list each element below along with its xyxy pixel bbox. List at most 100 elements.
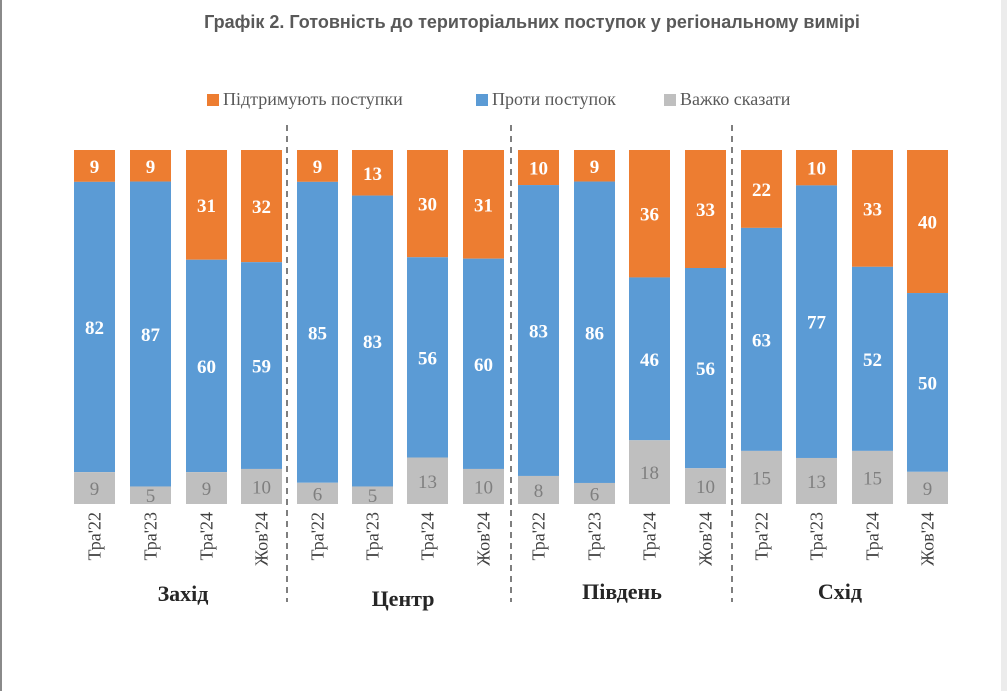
group-label-2: Центр [372,586,435,611]
bar-3-3 [186,472,227,504]
data-label-1-6: 13 [363,164,382,185]
category-label-14: Тра'23 [807,512,827,561]
data-label-1-10: 9 [590,157,600,178]
data-label-2-11: 46 [640,350,659,371]
data-label-3-7: 13 [418,472,437,493]
bar-2-11 [629,277,670,441]
right-border [1001,0,1007,691]
data-label-1-15: 33 [863,199,882,220]
category-label-16: Жов'24 [918,512,938,566]
data-label-1-12: 33 [696,200,715,221]
data-label-1-7: 30 [418,195,437,216]
data-label-3-2: 5 [146,486,156,507]
data-label-2-7: 56 [418,348,437,369]
bar-3-5 [297,482,338,504]
category-label-13: Тра'22 [752,512,772,561]
bar-2-13 [741,227,782,451]
category-label-9: Тра'22 [529,512,549,561]
bar-2-7 [407,257,448,458]
data-label-1-9: 10 [529,159,548,180]
category-label-8: Жов'24 [474,512,494,566]
data-label-3-5: 6 [313,484,323,505]
data-label-2-10: 86 [585,323,604,344]
legend-swatch-1 [207,94,219,106]
data-label-1-8: 31 [474,195,493,216]
data-label-3-6: 5 [368,486,378,507]
bar-1-2 [130,150,171,182]
bar-3-16 [907,471,948,504]
bar-1-11 [629,150,670,278]
bar-1-14 [796,150,837,186]
legend-label-1: Підтримують поступки [223,89,403,109]
bar-1-5 [297,150,338,182]
category-label-7: Тра'24 [418,512,438,561]
data-label-1-14: 10 [807,159,826,180]
bar-1-13 [741,150,782,228]
bar-3-4 [241,468,282,504]
legend-label-2: Проти поступок [492,89,616,109]
bar-1-7 [407,150,448,258]
data-label-3-15: 15 [863,468,882,489]
data-label-3-8: 10 [474,477,493,498]
data-label-2-13: 63 [752,330,771,351]
data-label-1-11: 36 [640,205,659,226]
data-label-3-16: 9 [923,479,933,500]
legend-label-3: Важко сказати [680,89,791,109]
bar-2-5 [297,181,338,483]
bar-1-15 [852,150,893,267]
bar-2-8 [463,258,504,469]
bar-1-6 [352,150,393,196]
data-label-2-6: 83 [363,332,382,353]
bar-3-12 [685,468,726,504]
group-label-4: Схід [818,579,862,604]
category-label-5: Тра'22 [308,512,328,561]
bar-1-16 [907,150,948,294]
bar-1-12 [685,150,726,268]
data-label-1-16: 40 [918,213,937,234]
bar-2-9 [518,185,559,476]
data-label-3-1: 9 [90,479,100,500]
bar-3-13 [741,450,782,504]
data-label-3-9: 8 [534,481,544,502]
category-label-15: Тра'24 [863,512,883,561]
category-label-12: Жов'24 [696,512,716,566]
chart-title: Графік 2. Готовність до територіальних п… [204,12,860,32]
bar-3-8 [463,468,504,504]
category-label-3: Тра'24 [197,512,217,561]
bar-2-3 [186,259,227,473]
category-label-4: Жов'24 [252,512,272,566]
category-label-1: Тра'22 [85,512,105,561]
bar-2-10 [574,181,615,483]
category-label-11: Тра'24 [640,512,660,561]
bar-2-1 [74,181,115,473]
bar-3-1 [74,472,115,504]
bar-1-9 [518,150,559,186]
group-label-1: Захід [158,581,209,606]
data-label-2-16: 50 [918,373,937,394]
bar-2-2 [130,181,171,487]
bar-1-3 [186,150,227,260]
data-label-1-1: 9 [90,157,100,178]
bar-1-4 [241,150,282,263]
bar-3-2 [130,486,171,504]
group-label-3: Південь [582,579,662,604]
bar-1-10 [574,150,615,182]
bar-3-10 [574,482,615,504]
bar-1-1 [74,150,115,182]
data-label-3-11: 18 [640,463,659,484]
bar-1-8 [463,150,504,259]
data-label-3-4: 10 [252,477,271,498]
data-label-1-5: 9 [313,157,323,178]
bar-3-9 [518,475,559,504]
legend-swatch-3 [664,94,676,106]
data-label-2-15: 52 [863,350,882,371]
data-label-2-3: 60 [197,357,216,378]
data-label-3-13: 15 [752,468,771,489]
bar-3-7 [407,457,448,504]
data-label-2-12: 56 [696,359,715,380]
left-border [0,0,2,691]
data-label-1-2: 9 [146,157,156,178]
data-label-3-14: 13 [807,472,826,493]
bar-2-6 [352,195,393,487]
